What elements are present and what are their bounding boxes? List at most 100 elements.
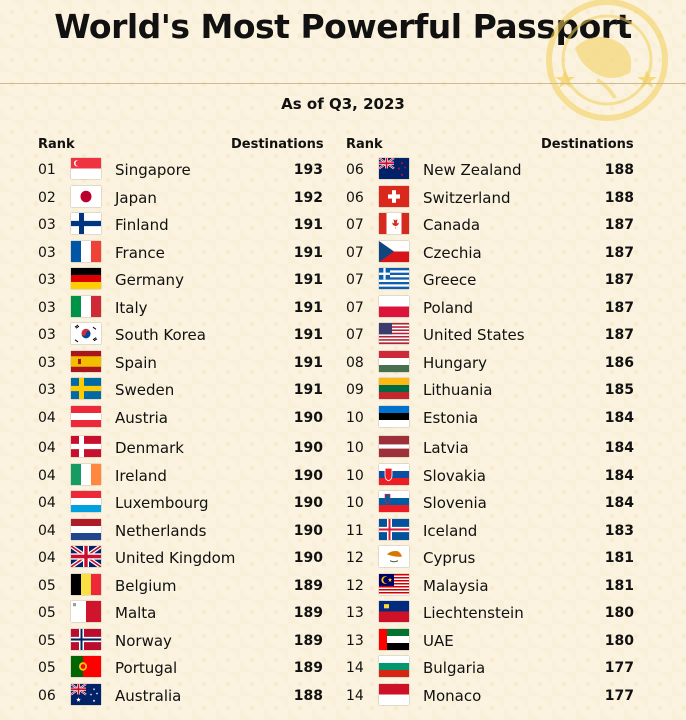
- rank-number: 07: [346, 217, 364, 233]
- destinations-count: 191: [293, 299, 323, 316]
- country-name: Hungary: [423, 353, 488, 372]
- rank-number: 10: [346, 495, 364, 511]
- country-name: Australia: [115, 686, 182, 705]
- table-row: 03 France 191: [38, 240, 338, 266]
- destinations-count: 177: [604, 687, 634, 704]
- table-row: 07 Canada 187: [346, 212, 646, 238]
- japan-flag: [71, 185, 101, 207]
- destinations-count: 188: [604, 162, 634, 178]
- table-row: 04 Ireland 190: [38, 463, 338, 489]
- country-name: Poland: [423, 298, 474, 317]
- country-name: Japan: [115, 188, 157, 207]
- table-row: 13 UAE 180: [346, 628, 646, 654]
- destinations-count: 193: [293, 162, 323, 178]
- table-row: 04 Netherlands 190: [38, 518, 338, 544]
- destinations-count: 187: [604, 327, 634, 343]
- liechtenstein-flag: [379, 601, 409, 622]
- rank-number: 06: [38, 687, 56, 704]
- country-name: Iceland: [423, 521, 478, 540]
- country-name: Malaysia: [423, 576, 489, 595]
- destinations-count: 190: [293, 550, 323, 566]
- table-row: 12 Cyprus 181: [346, 545, 646, 571]
- destinations-count: 188: [293, 687, 323, 704]
- destinations-header-right: Destinations: [541, 137, 634, 152]
- country-name: Slovakia: [423, 466, 486, 485]
- destinations-count: 189: [293, 660, 323, 676]
- rank-number: 05: [38, 660, 56, 676]
- slovenia-flag: [379, 491, 409, 512]
- table-row: 04 United Kingdom 190: [38, 545, 338, 571]
- table-row: 05 Portugal 189: [38, 655, 338, 681]
- destinations-count: 189: [293, 577, 323, 594]
- destinations-count: 187: [604, 299, 634, 316]
- table-row: 14 Monaco 177: [346, 683, 646, 709]
- country-name: Denmark: [115, 439, 184, 457]
- country-name: France: [115, 243, 165, 262]
- rank-number: 09: [346, 382, 364, 398]
- table-row: 07 Poland 187: [346, 295, 646, 321]
- country-name: United Kingdom: [115, 549, 236, 567]
- rank-header-left: Rank: [38, 137, 75, 152]
- sweden-flag: [71, 378, 101, 399]
- destinations-count: 187: [604, 217, 634, 233]
- rank-number: 05: [38, 577, 56, 594]
- rank-number: 10: [346, 440, 364, 456]
- rank-number: 03: [38, 299, 56, 316]
- estonia-flag: [379, 405, 409, 427]
- rank-number: 12: [346, 550, 364, 566]
- ireland-flag: [71, 463, 101, 485]
- rank-number: 07: [346, 327, 364, 343]
- canada-flag: [379, 213, 409, 234]
- lithuania-flag: [379, 378, 409, 399]
- destinations-count: 185: [604, 382, 634, 398]
- destinations-count: 192: [293, 189, 323, 206]
- country-name: Netherlands: [115, 521, 207, 540]
- table-row: 07 Czechia 187: [346, 240, 646, 266]
- rank-number: 06: [346, 162, 364, 178]
- table-row: 06 Switzerland 188: [346, 185, 646, 211]
- destinations-count: 191: [293, 327, 323, 343]
- germany-flag: [71, 268, 101, 289]
- table-row: 03 Sweden 191: [38, 377, 338, 403]
- united-states-flag: [379, 323, 409, 344]
- country-name: Sweden: [115, 381, 175, 399]
- table-row: 02 Japan 192: [38, 185, 338, 211]
- rank-number: 03: [38, 217, 56, 233]
- destinations-count: 184: [604, 467, 634, 484]
- monaco-flag: [379, 683, 409, 705]
- rank-number: 04: [38, 495, 56, 511]
- country-name: UAE: [423, 631, 454, 650]
- country-name: Slovenia: [423, 494, 487, 512]
- united-kingdom-flag: [71, 546, 101, 567]
- country-name: Finland: [115, 216, 169, 234]
- destinations-count: 184: [604, 440, 634, 456]
- destinations-count: 190: [293, 522, 323, 539]
- table-row: 03 Spain 191: [38, 350, 338, 376]
- finland-flag: [71, 213, 101, 234]
- country-name: Malta: [115, 604, 157, 622]
- rank-number: 01: [38, 162, 56, 178]
- table-row: 05 Malta 189: [38, 600, 338, 626]
- netherlands-flag: [71, 518, 101, 540]
- country-name: Portugal: [115, 659, 178, 677]
- table-row: 04 Austria 190: [38, 405, 338, 431]
- destinations-count: 189: [293, 632, 323, 649]
- title-divider: [0, 83, 686, 84]
- cyprus-flag: [379, 546, 409, 567]
- table-row: 05 Belgium 189: [38, 573, 338, 599]
- destinations-count: 191: [293, 382, 323, 398]
- rank-number: 10: [346, 467, 364, 484]
- destinations-count: 184: [604, 409, 634, 426]
- rank-number: 02: [38, 189, 56, 206]
- rank-number: 08: [346, 354, 364, 371]
- country-name: Czechia: [423, 243, 482, 262]
- table-row: 06 Australia 188: [38, 683, 338, 709]
- table-row: 08 Hungary 186: [346, 350, 646, 376]
- hungary-flag: [379, 350, 409, 372]
- destinations-header-left: Destinations: [231, 137, 324, 152]
- iceland-flag: [379, 518, 409, 540]
- south-korea-flag: [71, 323, 101, 344]
- rank-number: 04: [38, 409, 56, 426]
- singapore-flag: [71, 158, 101, 179]
- country-name: Italy: [115, 298, 148, 317]
